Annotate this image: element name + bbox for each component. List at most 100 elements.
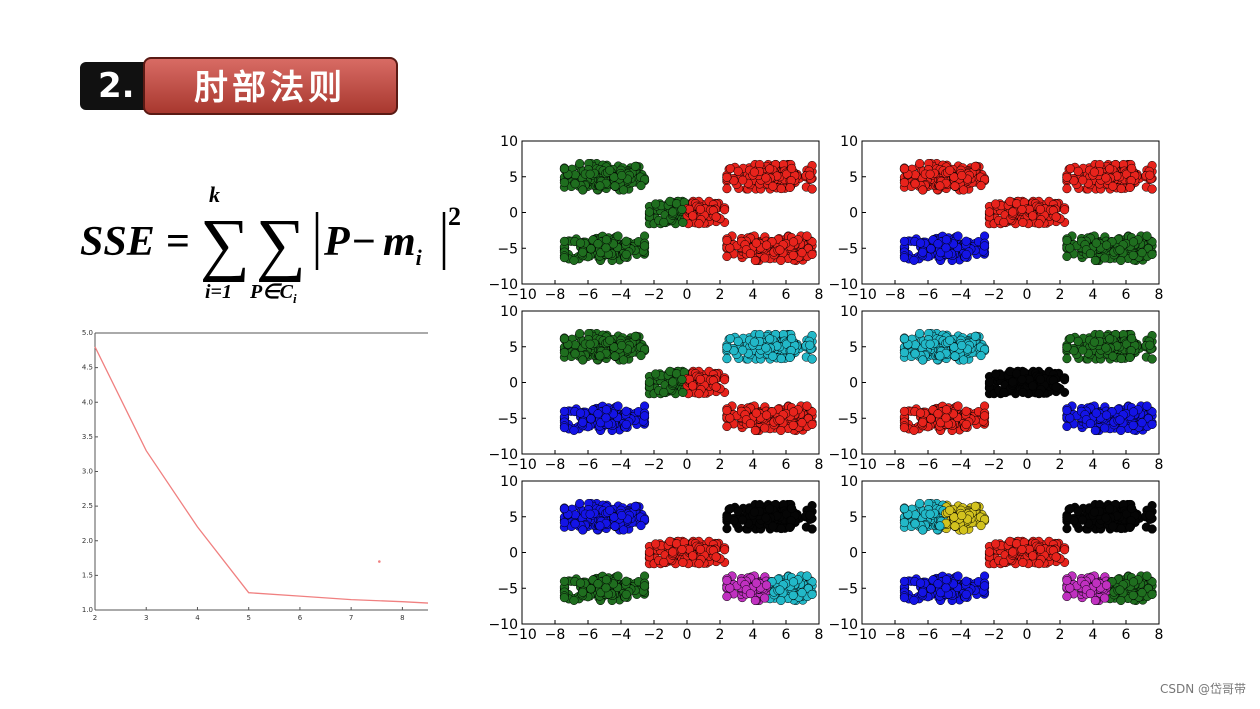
x-tick-label: 2 [1056, 457, 1065, 473]
scatter-point-red [722, 172, 732, 182]
scatter-point-red [915, 158, 925, 169]
scatter-point-red [1073, 166, 1083, 176]
scatter-point-green [1062, 235, 1072, 246]
scatter-point-green [569, 595, 579, 605]
sum-lower-limit-2: P∈Ci [249, 281, 297, 306]
scatter-point-green [601, 575, 611, 585]
scatter-point-green [585, 169, 595, 179]
x-tick-label: 2 [716, 627, 725, 643]
scatter-point-green [1089, 337, 1099, 347]
scatter-point-blue [941, 235, 951, 245]
x-tick-label: 8 [815, 287, 824, 303]
y-tick-label: 10 [500, 134, 518, 150]
scatter-point-red [722, 235, 732, 246]
y-tick-label: 10 [500, 304, 518, 320]
scatter-point-green [559, 348, 569, 358]
scatter-point-green [605, 335, 615, 345]
scatter-point-cyan [768, 351, 778, 361]
scatter-point-cyan [733, 336, 743, 346]
scatter-point-black [765, 504, 775, 514]
scatter-point-green [678, 387, 688, 398]
formula-point: P [323, 219, 350, 265]
scatter-point-red [933, 409, 943, 419]
scatter-point-blue [961, 236, 971, 246]
y-tick-label: 5 [509, 510, 518, 526]
scatter-point-red [775, 245, 785, 255]
scatter-point-green [595, 181, 605, 191]
scatter-point-green [1125, 352, 1135, 363]
scatter-point-red [807, 184, 817, 194]
scatter-point-green [659, 217, 669, 227]
formula-minus: − [352, 219, 376, 265]
x-tick-label: 8 [1155, 627, 1164, 643]
scatter-point-black [1060, 375, 1070, 385]
scatter-point-red [722, 184, 732, 194]
x-tick-label: −6 [578, 457, 599, 473]
scatter-point-blue [570, 519, 580, 529]
x-tick-label: 2 [1056, 627, 1065, 643]
scatter-point-green [595, 351, 605, 361]
scatter-point-cyan [776, 354, 786, 364]
scatter-point-blue [899, 253, 909, 263]
scatter-point-cyan [722, 354, 732, 364]
scatter-point-black [1028, 381, 1038, 391]
scatter-point-red [1062, 184, 1072, 194]
scatter-point-green [593, 239, 603, 249]
x-tick-label: −10 [507, 457, 537, 473]
scatter-point-green [575, 238, 586, 248]
x-tick-label: −4 [611, 287, 632, 303]
scatter-point-green [578, 247, 588, 257]
x-tick-label: 0 [683, 457, 692, 473]
scatter-point-magenta [761, 580, 772, 590]
scatter-point-red [959, 185, 969, 195]
scatter-point-red [750, 425, 760, 436]
elbow-stray-point [378, 560, 381, 563]
scatter-point-blue [1090, 425, 1100, 436]
scatter-point-blue [605, 505, 615, 515]
x-tick-label: −10 [847, 287, 877, 303]
scatter-point-red [802, 401, 812, 411]
scatter-point-blue [559, 518, 569, 528]
scatter-point-blue [918, 247, 928, 257]
scatter-point-black [749, 507, 759, 517]
y-tick-label: −10 [488, 277, 518, 293]
scatter-point-green [605, 165, 615, 175]
x-tick-label: 0 [1023, 287, 1032, 303]
scatter-point-cyan [899, 334, 909, 344]
scatter-point-cyan [738, 345, 748, 355]
elbow-y-tick-label: 1.5 [82, 571, 93, 579]
scatter-point-green [1116, 354, 1126, 364]
scatter-point-cyan [788, 577, 799, 587]
scatter-point-blue [1128, 420, 1138, 430]
x-tick-label: −10 [847, 627, 877, 643]
x-tick-label: 6 [1122, 457, 1131, 473]
scatter-point-red [749, 167, 759, 177]
scatter-point-cyan [787, 333, 797, 343]
scatter-point-red [751, 238, 761, 248]
scatter-point-red [899, 178, 909, 188]
scatter-point-black [722, 524, 732, 534]
scatter-point-red [720, 375, 730, 385]
scatter-point-magenta [722, 591, 732, 602]
scatter-point-blue [980, 241, 990, 251]
scatter-point-red [677, 544, 687, 555]
scatter-point-green [601, 243, 611, 253]
y-tick-label: 10 [840, 134, 858, 150]
scatter-point-red [797, 248, 807, 258]
scatter-point-red [720, 545, 730, 555]
scatter-point-blue [578, 525, 588, 535]
scatter-point-green [575, 578, 586, 588]
scatter-point-green [578, 587, 588, 597]
formula-exponent: 2 [448, 202, 461, 231]
scatter-point-red [688, 381, 698, 391]
scatter-point-blue [569, 425, 579, 435]
x-tick-label: 0 [1023, 457, 1032, 473]
scatter-point-red [976, 181, 986, 191]
scatter-point-green [613, 571, 623, 581]
scatter-point-green [1105, 334, 1115, 344]
x-tick-label: 8 [815, 457, 824, 473]
scatter-point-cyan [970, 331, 980, 341]
scatter-point-black [768, 521, 778, 531]
